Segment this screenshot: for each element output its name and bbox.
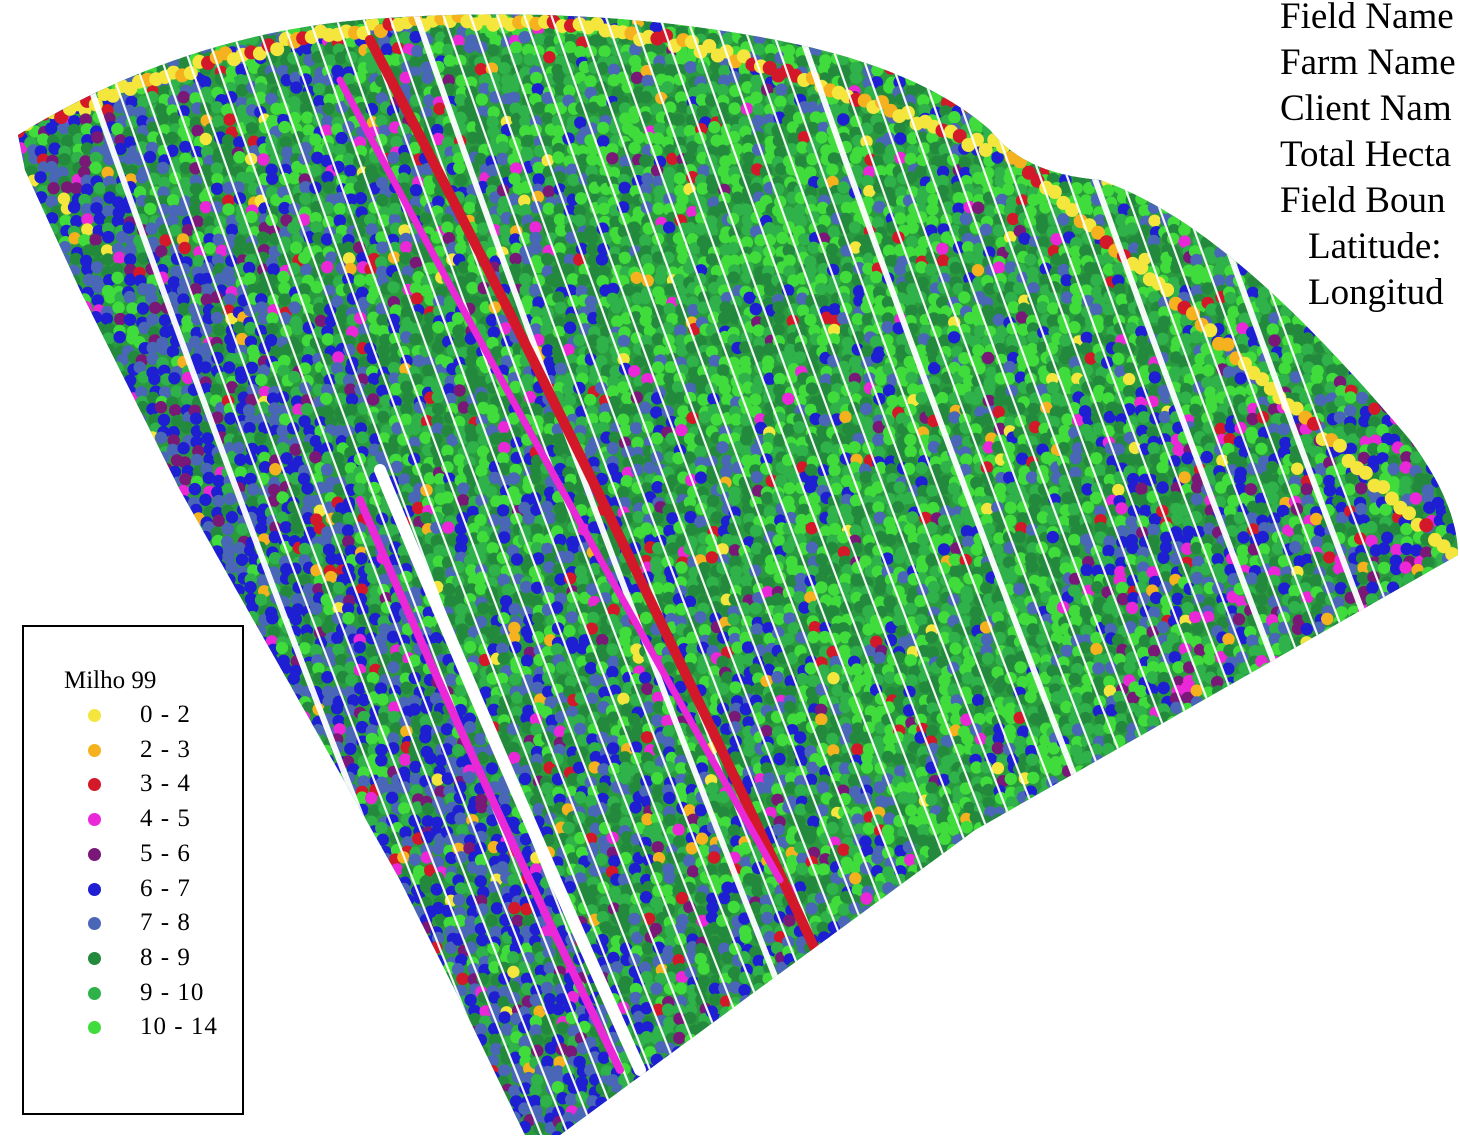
legend-label: 0 - 2: [140, 701, 191, 728]
legend-label: 3 - 4: [140, 770, 191, 798]
legend-label: 8 - 9: [140, 943, 191, 971]
legend-swatch: [88, 778, 101, 792]
legend-label: 6 - 7: [140, 874, 191, 902]
longitude-label: Longitud: [1308, 272, 1444, 313]
legend-label: 4 - 5: [140, 805, 191, 833]
legend-item: 9 - 10: [84, 979, 244, 1009]
legend-label: 10 - 14: [140, 1013, 218, 1041]
low-yield-bands: [336, 35, 825, 1076]
legend-swatch: [88, 847, 101, 861]
legend-label: 9 - 10: [140, 978, 205, 1006]
legend-swatch: [88, 917, 101, 931]
legend-item: 5 - 6: [84, 840, 244, 870]
legend-swatch: [88, 709, 101, 722]
legend-item: 0 - 2: [84, 701, 244, 731]
legend-item: 3 - 4: [84, 770, 244, 800]
legend-swatch: [88, 882, 101, 896]
legend-item: 6 - 7: [84, 875, 244, 905]
field-name-label: Field Name: [1280, 0, 1454, 37]
farm-name-label: Farm Name: [1280, 42, 1456, 83]
legend-swatch: [88, 986, 101, 1000]
legend-label: 7 - 8: [140, 909, 191, 937]
latitude-label: Latitude:: [1308, 226, 1442, 267]
field-info-panel: Field Name Farm Name Client Nam Total He…: [1280, 0, 1456, 316]
legend-title: Milho 99: [64, 667, 157, 694]
legend-item: 2 - 3: [84, 736, 244, 766]
legend-swatch: [88, 743, 101, 757]
legend-swatch: [88, 813, 101, 827]
total-hectares-label: Total Hecta: [1280, 134, 1452, 175]
legend-item: 7 - 8: [84, 909, 244, 939]
legend-item: 10 - 14: [84, 1013, 244, 1043]
legend-label: 2 - 3: [140, 735, 191, 763]
field-boundary-label: Field Boun: [1280, 180, 1446, 221]
legend-label: 5 - 6: [140, 839, 191, 867]
map-legend: Milho 99 0 - 2 2 - 3 3 - 4 4 - 5 5 - 6 6 - 7 7…: [22, 625, 244, 1115]
legend-swatch: [88, 951, 101, 965]
client-name-label: Client Nam: [1280, 88, 1452, 129]
legend-item: 8 - 9: [84, 944, 244, 974]
legend-swatch: [88, 1021, 101, 1035]
legend-item: 4 - 5: [84, 805, 244, 835]
